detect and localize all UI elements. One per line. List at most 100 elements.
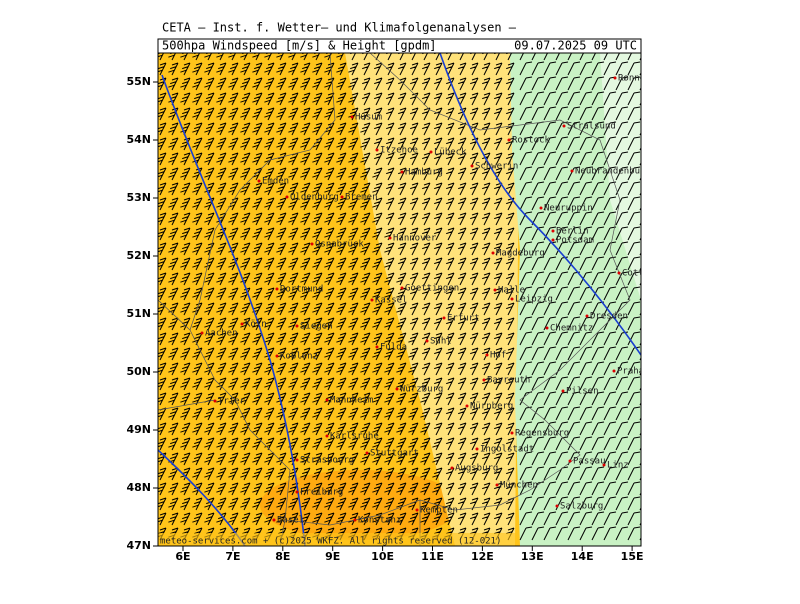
city-label: Ingolstadt	[480, 445, 534, 455]
lon-label: 11E	[421, 550, 444, 563]
lat-label: 47N	[126, 539, 151, 552]
lon-label: 9E	[325, 550, 340, 563]
city-dot	[475, 447, 479, 451]
barb-row	[158, 91, 641, 106]
barb-row	[158, 166, 641, 181]
barb-row	[158, 436, 641, 451]
barb-row	[158, 496, 641, 511]
city-dot	[400, 170, 404, 174]
lon-label: 13E	[521, 550, 544, 563]
city-label: Konstanz	[358, 516, 401, 526]
city-dot	[213, 399, 217, 403]
city-label: Dresden	[590, 312, 628, 322]
lon-label: 15E	[621, 550, 644, 563]
city-label: Itzehoe	[380, 146, 418, 156]
city-label: Strasbourg	[300, 456, 354, 466]
city-dot	[442, 316, 446, 320]
barb-row	[158, 181, 641, 196]
city-label: Basel	[277, 516, 304, 526]
city-dot	[491, 251, 495, 255]
city-dot	[612, 369, 616, 373]
city-dot	[465, 404, 469, 408]
city-dot	[375, 345, 379, 349]
city-label: Leipzig	[515, 295, 553, 305]
city-dot	[353, 518, 357, 522]
city-label: Passau	[573, 457, 606, 467]
barb-row	[158, 76, 641, 91]
cities: Rønne Husum Itzehoe Lübeck Stralsund Rostock S…	[200, 74, 710, 526]
city-dot	[275, 287, 279, 291]
city-dot	[493, 288, 497, 292]
barb-row	[158, 241, 641, 256]
map-area: Rønne Husum Itzehoe Lübeck Stralsund Rostock S…	[158, 53, 710, 547]
city-dot	[450, 466, 454, 470]
barb-row	[158, 106, 641, 121]
city-label: Hof	[490, 351, 506, 361]
city-dot	[613, 76, 617, 80]
lat-label: 55N	[126, 75, 151, 88]
city-label: Würzburg	[400, 385, 443, 395]
city-label: Regensburg	[515, 429, 569, 439]
city-dot	[617, 271, 621, 275]
city-dot	[350, 115, 354, 119]
city-label: Bremen	[345, 193, 378, 203]
city-dot	[325, 398, 329, 402]
city-dot	[568, 459, 572, 463]
fill-yellow	[345, 53, 520, 546]
city-label: Schwerin	[475, 162, 518, 172]
borders	[158, 53, 631, 546]
lon-label: 8E	[275, 550, 290, 563]
city-dot	[482, 378, 486, 382]
city-label: Karlsruhe	[330, 432, 379, 442]
city-label: München	[500, 481, 538, 491]
city-dot	[400, 286, 404, 290]
city-dot	[507, 138, 511, 142]
institute: CETA — Inst. f. Wetter— und Klimafolgena…	[162, 21, 517, 35]
product-title: 500hpa Windspeed [m/s] & Height [gpdm]	[162, 39, 437, 53]
city-dot	[510, 431, 514, 435]
city-dot	[415, 508, 419, 512]
lon-label: 10E	[371, 550, 394, 563]
footer: meteo-services.com + (c)2025 WKFZ. All r…	[160, 537, 501, 547]
city-dot	[310, 242, 314, 246]
city-label: Freiburg	[300, 488, 343, 498]
city-label: Rostock	[512, 136, 551, 146]
barb-row	[158, 53, 641, 61]
barb-row	[158, 136, 641, 151]
lat-label: 52N	[126, 249, 151, 262]
city-dot	[570, 169, 574, 173]
city-label: Trier	[218, 397, 246, 407]
city-label: Linz	[607, 461, 629, 471]
city-dot	[365, 451, 369, 455]
city-dot	[257, 179, 261, 183]
city-dot	[539, 206, 543, 210]
lat-label: 48N	[126, 481, 151, 494]
city-dot	[325, 434, 329, 438]
barb-row	[158, 331, 641, 346]
city-dot	[555, 504, 559, 508]
city-label: Husum	[355, 113, 382, 123]
lat-label: 54N	[126, 133, 151, 146]
city-dot	[295, 324, 299, 328]
city-label: Suhl	[430, 337, 452, 347]
barb-row	[158, 271, 641, 286]
city-dot	[470, 164, 474, 168]
lon-label: 6E	[175, 550, 190, 563]
city-label: Augsburg	[455, 464, 498, 474]
city-label: Frankfurt/O.	[645, 237, 710, 247]
lat-label: 50N	[126, 365, 151, 378]
city-dot	[388, 236, 392, 240]
city-label: Magdeburg	[496, 249, 545, 259]
city-dot	[295, 490, 299, 494]
city-label: Chemnitz	[550, 324, 593, 334]
city-dot	[510, 297, 514, 301]
city-label: Lübeck	[434, 148, 467, 158]
city-dot	[425, 339, 429, 343]
city-dot	[551, 238, 555, 242]
city-dot	[429, 150, 433, 154]
city-dot	[200, 331, 204, 335]
barb-row	[158, 391, 641, 406]
city-dot	[545, 326, 549, 330]
barb-row	[158, 406, 641, 421]
city-dot	[485, 353, 489, 357]
